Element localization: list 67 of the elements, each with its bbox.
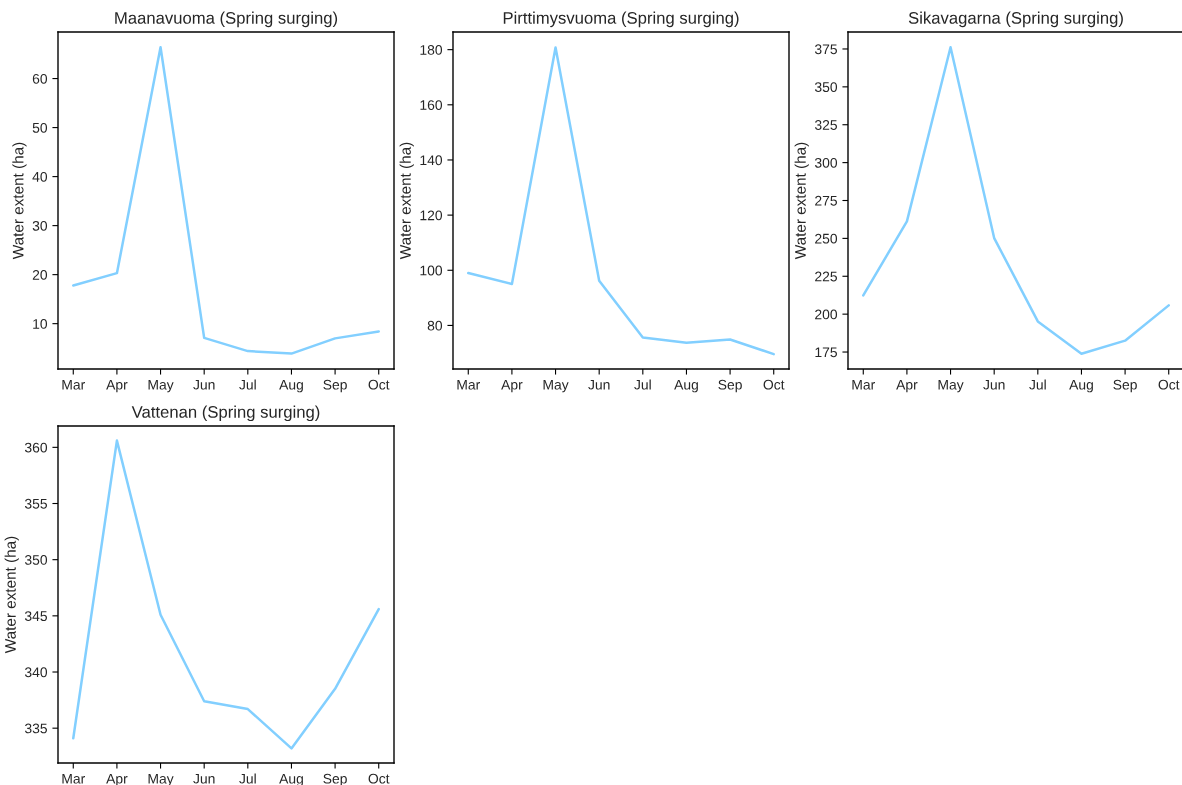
- x-tick-label: Jul: [239, 773, 256, 784]
- y-tick-label: 340: [24, 667, 48, 678]
- y-tick-label: 345: [24, 611, 47, 622]
- x-tick-label: Sep: [1113, 379, 1137, 393]
- y-axis-title: Water extent (ha): [794, 142, 809, 260]
- y-tick-label: 100: [420, 265, 443, 276]
- y-tick-label: 50: [32, 122, 48, 133]
- y-tick-label: 40: [32, 171, 48, 182]
- chart-title: Maanavuoma (Spring surging): [115, 11, 338, 28]
- line-series: [862, 46, 1170, 355]
- line-series: [467, 46, 775, 356]
- chart-title: Sikavagarna (Spring surging): [908, 11, 1123, 28]
- y-tick-label: 360: [24, 442, 48, 453]
- x-tick-label: Mar: [62, 773, 85, 784]
- x-tick-label: Sep: [718, 379, 742, 393]
- x-tick-label: Jul: [634, 379, 651, 390]
- y-tick-label: 80: [427, 320, 443, 331]
- y-tick-label: 325: [814, 120, 837, 130]
- chart-title: Vattenan (Spring surging): [131, 405, 320, 422]
- x-tick-label: Mar: [852, 379, 875, 390]
- y-tick-label: 30: [32, 220, 48, 231]
- x-tick-label: Aug: [1069, 379, 1093, 393]
- x-tick-label: Jul: [1029, 379, 1046, 390]
- x-tick-label: Jun: [588, 379, 610, 390]
- y-tick-label: 225: [815, 271, 837, 282]
- y-tick-label: 10: [33, 318, 48, 329]
- line-series: [72, 439, 380, 750]
- x-tick-label: Jun: [193, 773, 215, 784]
- x-tick-label: Apr: [106, 379, 128, 393]
- chart-title: Pirttimysvuoma (Spring surging): [503, 11, 739, 28]
- y-tick-label: 200: [815, 309, 838, 320]
- x-tick-label: Apr: [501, 379, 523, 393]
- x-tick-label: Jun: [983, 379, 1005, 390]
- x-tick-label: Sep: [323, 379, 347, 393]
- y-tick-label: 160: [420, 100, 443, 110]
- x-tick-label: May: [148, 379, 174, 393]
- x-tick-label: Mar: [62, 379, 85, 390]
- x-tick-label: Oct: [368, 773, 390, 784]
- x-tick-label: Oct: [1158, 379, 1180, 390]
- y-tick-label: 375: [814, 44, 837, 55]
- x-tick-label: Jun: [193, 379, 215, 390]
- y-tick-label: 335: [24, 723, 47, 734]
- y-tick-label: 120: [420, 210, 443, 221]
- y-tick-label: 20: [32, 269, 48, 280]
- line-series: [72, 45, 380, 355]
- x-tick-label: Aug: [279, 379, 303, 393]
- x-tick-label: Apr: [896, 379, 918, 393]
- y-axis-title: Water extent (ha): [12, 142, 27, 260]
- y-tick-label: 355: [24, 498, 47, 509]
- y-axis-title: Water extent (ha): [4, 536, 19, 654]
- y-axis-title: Water extent (ha): [399, 142, 414, 260]
- y-tick-label: 140: [420, 155, 443, 166]
- x-tick-label: Oct: [763, 379, 785, 390]
- y-tick-label: 300: [814, 157, 838, 168]
- x-tick-label: May: [938, 379, 964, 393]
- y-tick-label: 180: [420, 44, 443, 55]
- y-tick-label: 250: [815, 233, 838, 244]
- x-tick-label: May: [543, 379, 569, 393]
- y-tick-label: 175: [815, 347, 837, 358]
- y-tick-label: 350: [814, 82, 838, 93]
- x-tick-label: Mar: [457, 379, 480, 390]
- x-tick-label: Oct: [368, 379, 390, 390]
- y-tick-label: 60: [32, 73, 48, 84]
- x-tick-label: Jul: [239, 379, 256, 390]
- y-tick-label: 350: [24, 555, 48, 565]
- x-tick-label: Aug: [674, 379, 698, 393]
- y-tick-label: 275: [815, 195, 837, 206]
